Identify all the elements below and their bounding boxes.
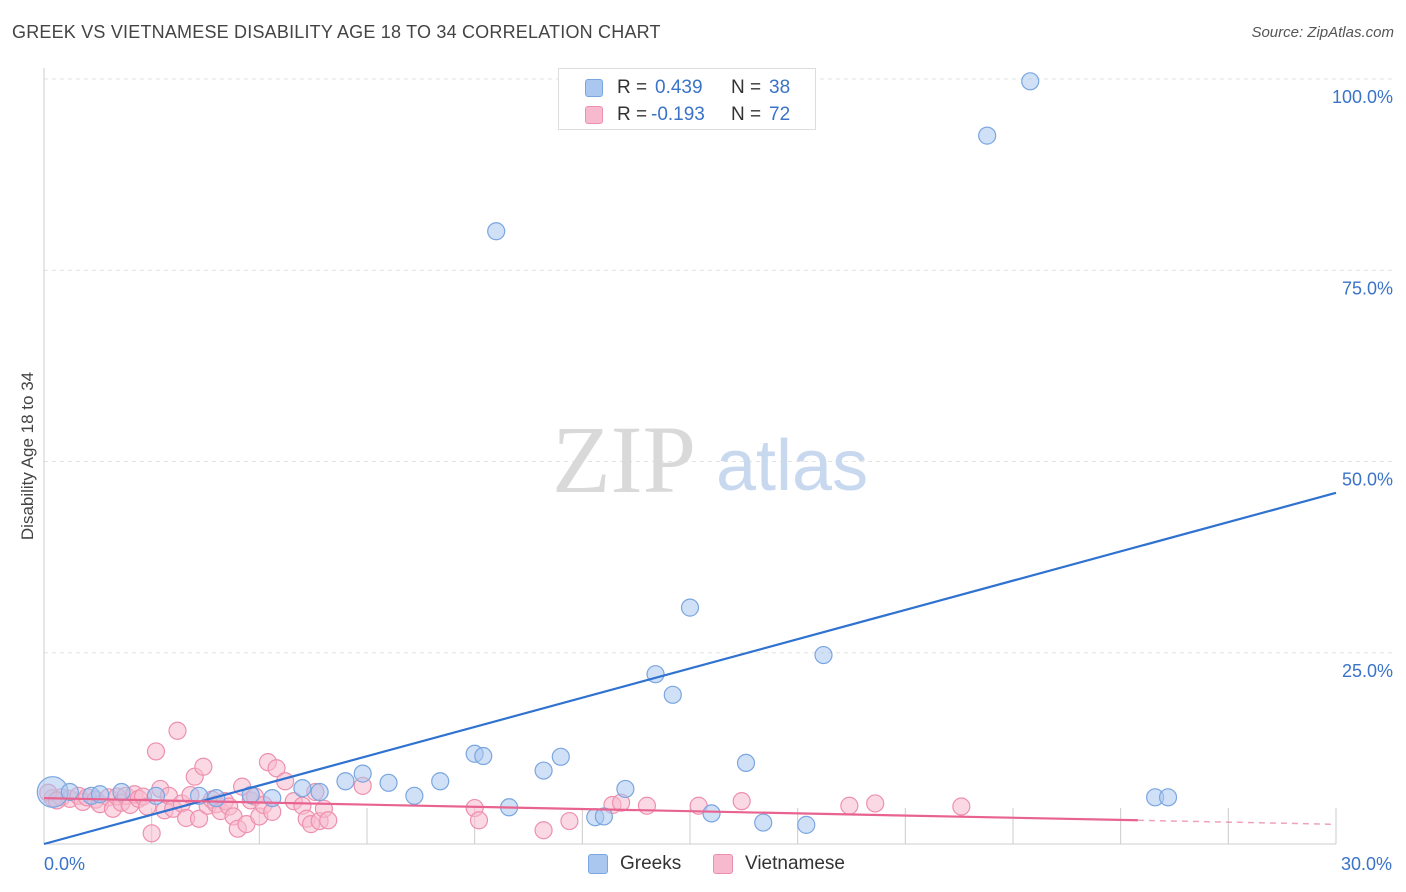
watermark-atlas: atlas: [716, 426, 868, 506]
vietnamese-r-value: -0.193: [651, 104, 705, 125]
watermark: ZIP atlas: [552, 406, 868, 513]
greeks-r-label: R =: [617, 77, 648, 98]
vietnamese-legend-label: Vietnamese: [745, 853, 845, 874]
greeks-point: [702, 804, 721, 823]
greeks-point: [379, 773, 398, 792]
points-layer: [36, 72, 1178, 843]
y-tick-label: 100.0%: [1332, 87, 1393, 107]
greeks-point: [978, 126, 997, 145]
y-tick-label: 50.0%: [1342, 470, 1393, 490]
vietnamese-point: [319, 811, 338, 830]
vietnamese-point: [637, 796, 657, 815]
greeks-point: [310, 782, 329, 802]
vietnamese-point: [168, 721, 187, 740]
legend-row-greeks: R = 0.439 N = 38: [559, 75, 815, 101]
greeks-point: [1158, 788, 1178, 807]
greeks-point: [293, 779, 312, 798]
vietnamese-point: [534, 821, 553, 840]
greeks-point: [680, 598, 700, 617]
vietnamese-point: [267, 759, 286, 778]
vietnamese-point: [189, 809, 209, 828]
vietnamese-trend-extension: [1137, 819, 1337, 826]
greeks-point: [551, 747, 570, 766]
x-tick-label-max: 30.0%: [1341, 854, 1392, 874]
legend-row-vietnamese: R = -0.193 N = 72: [559, 102, 815, 128]
greeks-trend-line: [43, 491, 1337, 846]
vietnamese-point: [194, 757, 213, 776]
legend-item-vietnamese: Vietnamese: [713, 852, 863, 876]
greeks-n-label: N =: [731, 77, 762, 98]
source-label: Source: ZipAtlas.com: [1251, 24, 1394, 41]
greeks-r-value: 0.439: [655, 77, 703, 98]
greeks-point: [353, 764, 372, 783]
greeks-legend-swatch: [588, 854, 608, 874]
greeks-point: [431, 772, 450, 791]
greeks-point: [594, 807, 613, 826]
vietnamese-point: [866, 794, 885, 813]
vietnamese-point: [560, 811, 579, 831]
greeks-point: [663, 685, 682, 704]
vietnamese-swatch: [585, 106, 603, 124]
vietnamese-point: [146, 742, 166, 761]
greeks-point: [336, 772, 355, 791]
vietnamese-point: [142, 824, 161, 843]
greeks-point: [474, 746, 493, 766]
vietnamese-point: [840, 796, 859, 815]
vietnamese-legend-swatch: [713, 854, 733, 874]
greeks-point: [112, 782, 131, 802]
greeks-point: [736, 753, 756, 773]
y-tick-label: 75.0%: [1342, 278, 1393, 298]
greeks-point: [241, 785, 260, 805]
legend-item-greeks: Greeks: [588, 852, 698, 876]
vietnamese-point: [952, 797, 971, 816]
vietnamese-trend-line: [43, 797, 1138, 822]
greeks-point: [797, 815, 816, 834]
x-tick-label-min: 0.0%: [44, 854, 85, 874]
ticks-layer: 25.0% 50.0% 75.0% 100.0%: [1332, 87, 1393, 681]
greeks-point: [487, 222, 506, 241]
greeks-point: [814, 645, 833, 665]
greeks-point: [263, 788, 282, 808]
greeks-point: [405, 786, 424, 805]
y-tick-label: 25.0%: [1342, 661, 1393, 681]
greeks-point: [754, 813, 773, 832]
greeks-point: [534, 761, 553, 780]
watermark-zip: ZIP: [552, 406, 696, 513]
chart-title: GREEK VS VIETNAMESE DISABILITY AGE 18 TO…: [12, 22, 661, 42]
greeks-n-value: 38: [769, 77, 791, 98]
correlation-legend: R = 0.439 N = 38 R = -0.193 N = 72: [558, 68, 816, 130]
greeks-legend-label: Greeks: [620, 853, 682, 874]
vietnamese-r-label: R =: [617, 104, 648, 125]
trend-layer: [43, 491, 1337, 846]
vietnamese-point: [469, 811, 489, 830]
greeks-point: [1021, 72, 1040, 91]
greeks-point: [146, 786, 166, 805]
greeks-point: [60, 782, 79, 802]
vietnamese-point: [732, 792, 751, 811]
vietnamese-n-value: 72: [769, 104, 791, 125]
greeks-swatch: [585, 79, 603, 97]
greeks-point: [616, 779, 635, 799]
vietnamese-point: [276, 772, 295, 791]
vietnamese-n-label: N =: [731, 104, 762, 125]
